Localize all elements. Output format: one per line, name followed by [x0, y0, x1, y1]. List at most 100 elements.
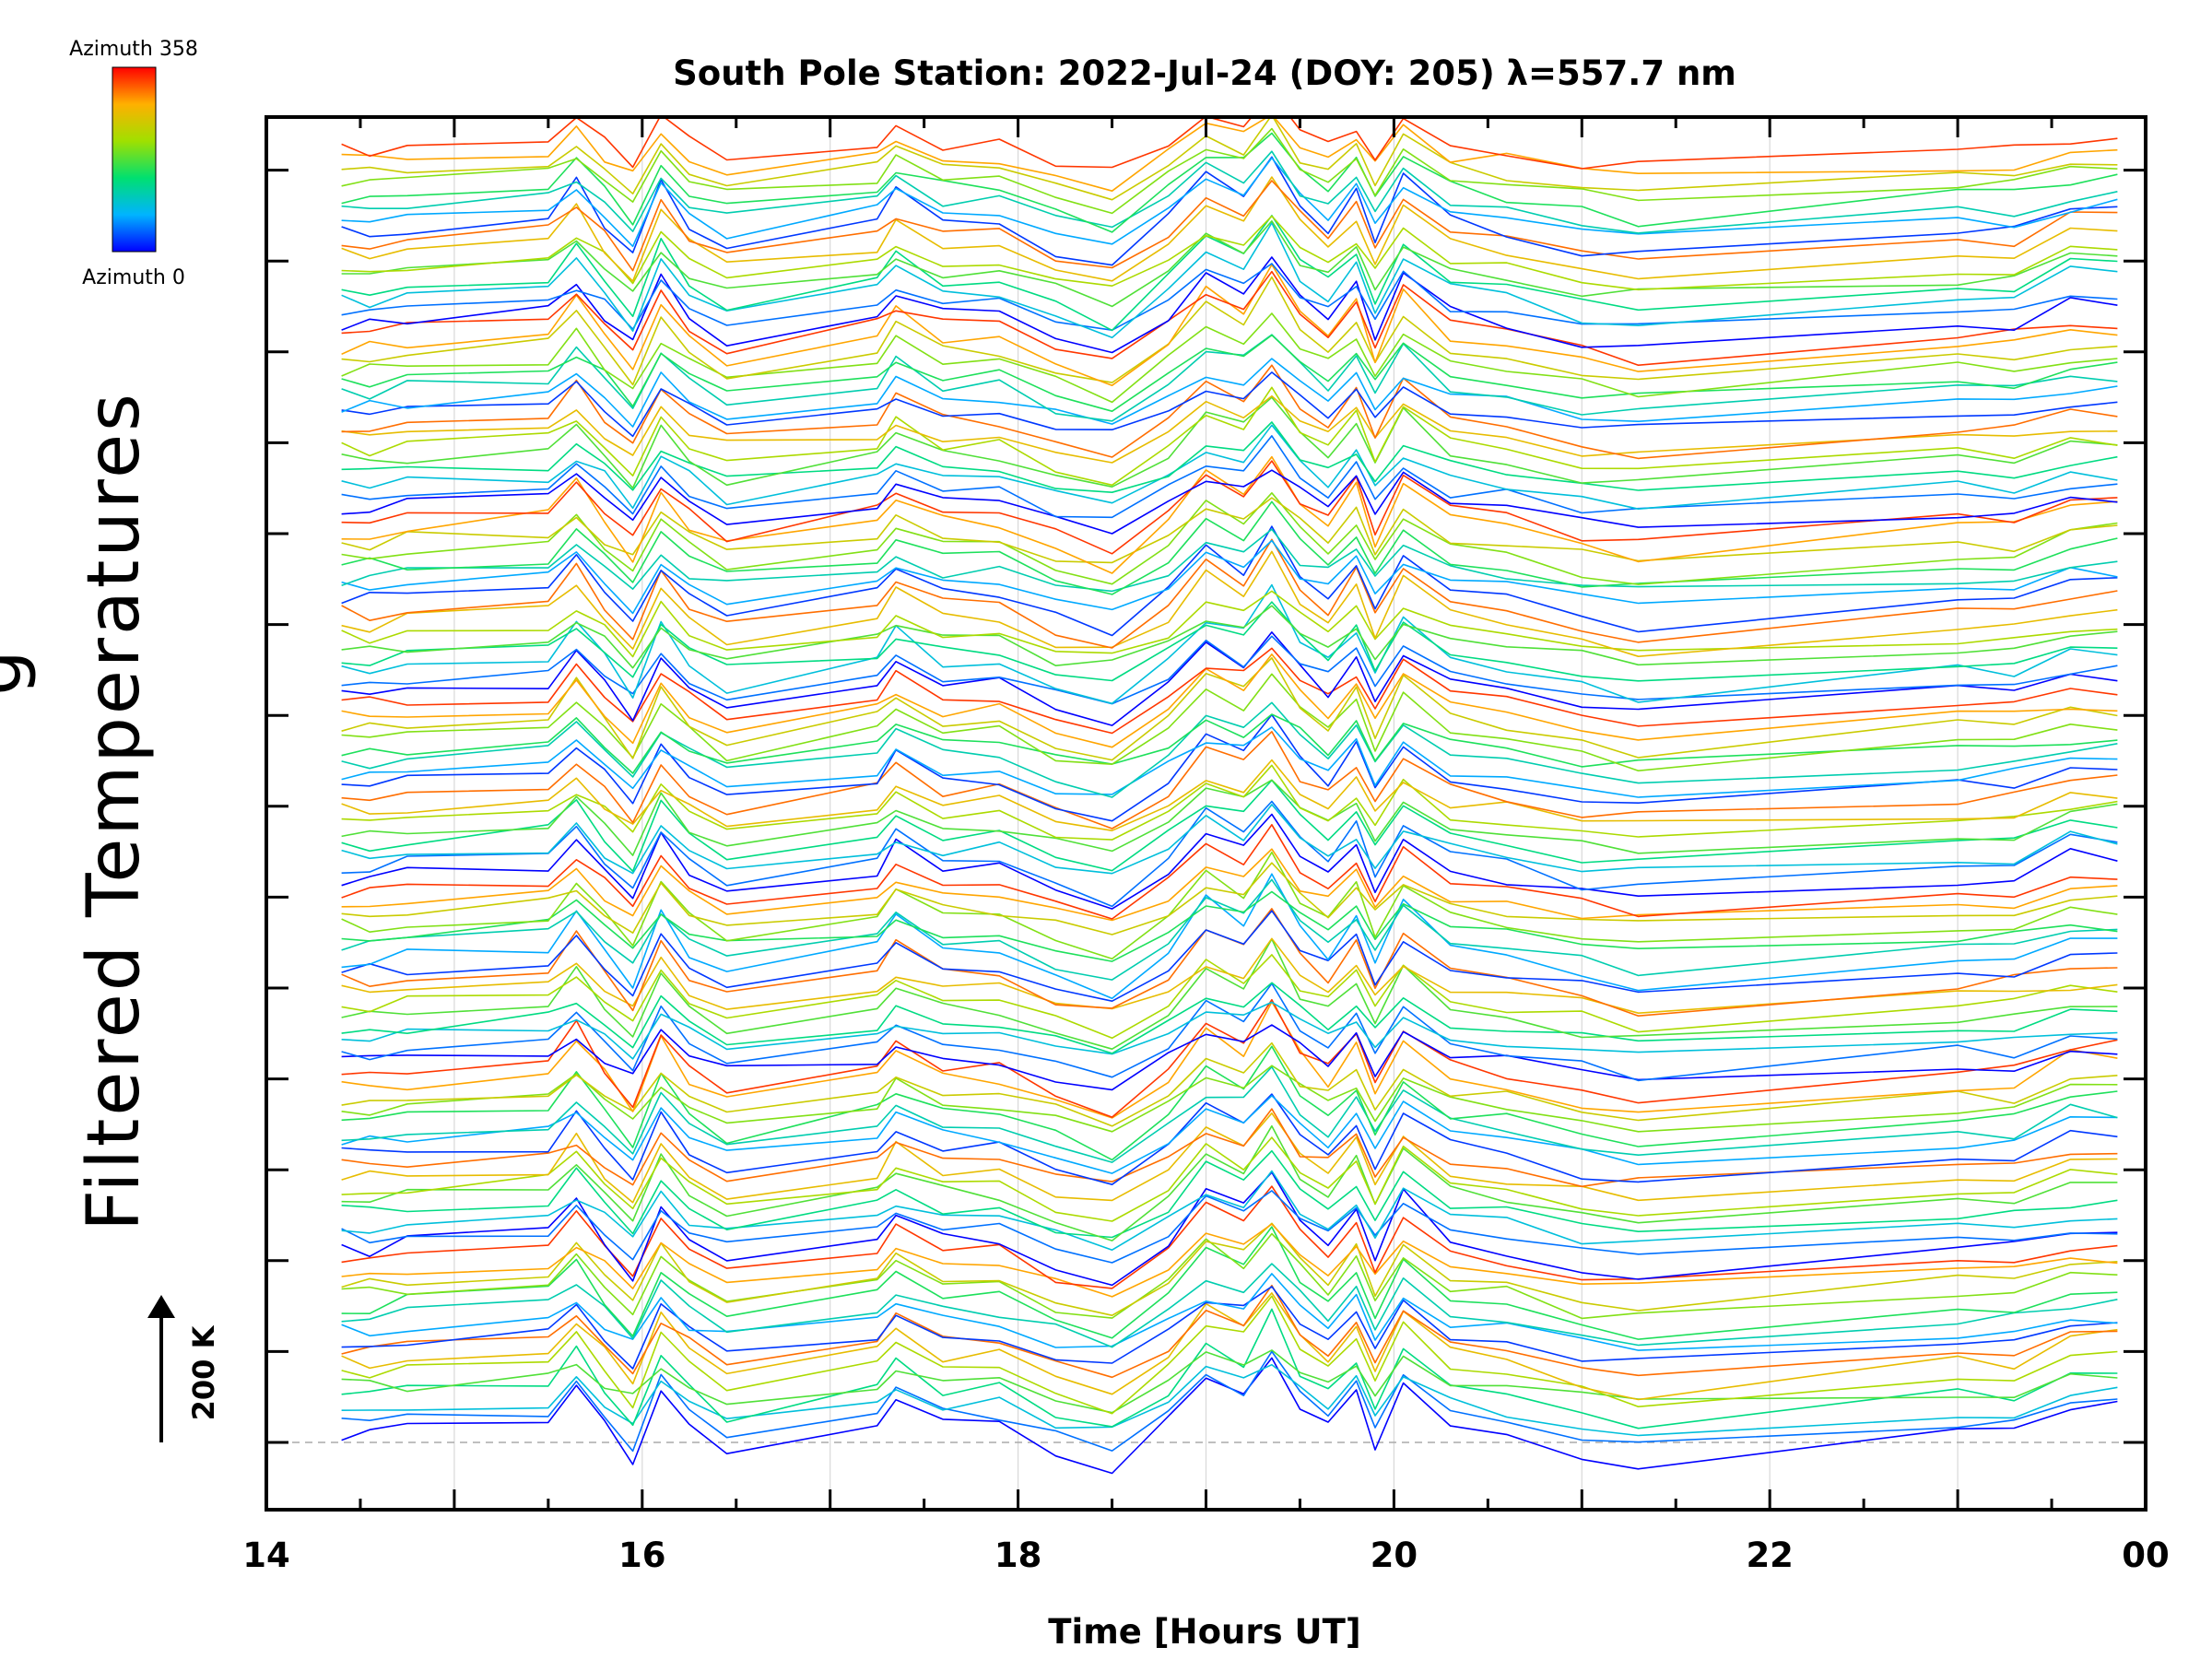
temperature-trace — [341, 312, 2118, 404]
temperature-trace — [341, 157, 2118, 248]
temperature-trace — [341, 1095, 2118, 1174]
temperature-trace — [341, 550, 2118, 658]
x-tick-labels: 14 16 18 20 22 00 — [242, 1535, 2170, 1575]
temperature-trace — [341, 1149, 2118, 1239]
temperature-trace — [341, 117, 2118, 170]
temperature-trace — [341, 583, 2118, 705]
temperature-trace — [341, 156, 2118, 266]
temperature-trace — [341, 334, 2118, 413]
temperature-trace — [341, 656, 2118, 761]
temperature-trace — [341, 1065, 2118, 1163]
temperature-trace — [341, 539, 2118, 615]
temperature-trace — [341, 938, 2118, 1050]
temperature-trace — [341, 1226, 2118, 1340]
y-axis-label-cut: g — [0, 650, 38, 696]
temperature-trace — [341, 276, 2118, 386]
temperature-trace — [341, 1045, 2118, 1161]
temperature-trace — [341, 759, 2118, 832]
temperature-trace — [341, 358, 2118, 428]
temperature-trace — [341, 1024, 2118, 1091]
temperature-trace — [341, 176, 2118, 282]
temperature-trace — [341, 1222, 2118, 1316]
temperature-trace — [341, 394, 2118, 464]
colorbar-bottom-label: Azimuth 0 — [82, 266, 185, 289]
temperature-trace — [341, 813, 2118, 910]
temperature-trace — [341, 1357, 2118, 1475]
temperature-trace — [341, 1232, 2118, 1320]
temperature-trace — [341, 1124, 2118, 1241]
temperature-trace — [341, 421, 2118, 494]
temperature-trace — [341, 862, 2118, 935]
temperature-trace — [341, 590, 2118, 658]
temperature-trace — [341, 264, 2118, 387]
temperature-trace — [341, 954, 2118, 1040]
temperature-trace — [341, 364, 2118, 460]
temperature-trace — [341, 890, 2118, 962]
temperature-trace — [341, 764, 2118, 841]
temperature-trace — [341, 1136, 2118, 1222]
temperature-trace — [341, 491, 2118, 585]
temperature-trace — [341, 673, 2118, 772]
temperature-trace — [341, 256, 2118, 354]
temperature-trace — [341, 1350, 2118, 1453]
chart-title: South Pole Station: 2022-Jul-24 (DOY: 20… — [673, 53, 1736, 93]
temperature-trace — [341, 873, 2118, 999]
temperature-trace — [341, 1263, 2118, 1348]
temperature-trace — [341, 469, 2118, 535]
temperature-trace — [341, 371, 2118, 438]
scale-arrow — [147, 1295, 175, 1442]
temperature-trace — [341, 713, 2118, 822]
temperature-trace — [341, 538, 2118, 649]
temperature-trace — [341, 779, 2118, 873]
temperature-trace — [341, 220, 2118, 308]
temperature-trace — [341, 1001, 2118, 1060]
temperature-trace — [341, 150, 2118, 234]
axis-ticks — [265, 117, 2147, 1510]
scale-label: 200 K — [186, 1324, 221, 1420]
temperature-trace — [341, 1292, 2118, 1401]
temperature-trace — [341, 1295, 2118, 1415]
temperature-trace — [341, 635, 2118, 705]
temperature-trace — [341, 180, 2118, 272]
x-tick-label: 14 — [242, 1535, 290, 1575]
temperature-trace — [341, 1041, 2118, 1127]
temperature-trace — [341, 1065, 2118, 1133]
temperature-trace — [341, 982, 2118, 1054]
temperature-trace — [341, 937, 2118, 1014]
temperature-trace — [341, 263, 2118, 332]
temperature-trace — [341, 1001, 2118, 1119]
temperature-trace — [341, 525, 2118, 637]
temperature-trace — [341, 605, 2118, 669]
temperature-trace — [341, 497, 2118, 564]
temperature-trace — [341, 908, 2118, 1017]
temperature-trace — [341, 982, 2118, 1082]
temperature-trace — [341, 647, 2118, 735]
x-tick-label: 16 — [618, 1535, 666, 1575]
temperature-trace — [341, 396, 2118, 489]
temperature-trace — [341, 500, 2118, 595]
colorbar — [112, 66, 157, 253]
x-tick-label: 00 — [2122, 1535, 2170, 1575]
temperature-trace — [341, 127, 2118, 215]
temperature-trace — [341, 804, 2118, 875]
temperature-trace — [341, 435, 2118, 519]
temperature-trace — [341, 386, 2118, 487]
colorbar-top-label: Azimuth 358 — [69, 38, 198, 61]
temperature-trace — [341, 1308, 2118, 1430]
y-axis-label: Filtered Temperatures — [73, 391, 156, 1230]
temperature-trace — [341, 631, 2118, 726]
x-axis-label: Time [Hours UT] — [1048, 1612, 1360, 1652]
temperature-trace — [341, 1286, 2118, 1370]
temperature-trace — [341, 730, 2118, 830]
x-tick-label: 18 — [994, 1535, 1042, 1575]
temperature-trace — [341, 334, 2118, 422]
temperature-trace — [341, 823, 2118, 920]
temperature-trace — [341, 1190, 2118, 1264]
temperature-trace — [341, 701, 2118, 798]
temperature-trace — [341, 1223, 2118, 1298]
temperature-trace — [341, 215, 2118, 332]
x-tick-label: 20 — [1371, 1535, 1418, 1575]
temperature-trace — [341, 424, 2118, 511]
temperature-trace — [341, 851, 2118, 959]
